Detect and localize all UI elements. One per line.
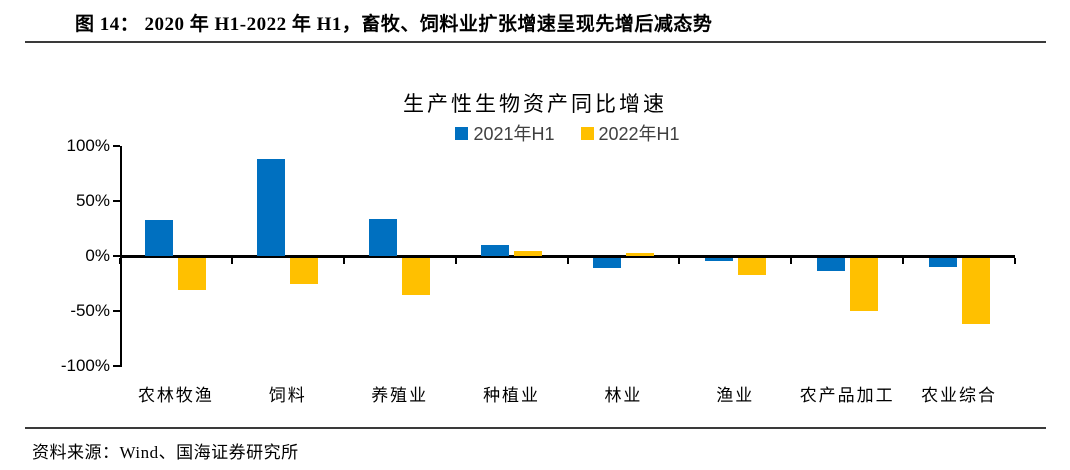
x-axis-category-label: 农林牧渔 [137, 386, 214, 405]
y-axis-tick [113, 365, 120, 367]
bar-2022年H1-农产品加工 [849, 258, 878, 311]
y-axis-label: 0% [85, 246, 110, 265]
x-axis-category-label: 种植业 [483, 386, 541, 405]
y-axis-tick [113, 145, 120, 147]
bar-2021年H1-养殖业 [369, 218, 398, 256]
figure-caption: 图 14： 2020 年 H1-2022 年 H1，畜牧、饲料业扩张增速呈现先增… [75, 14, 713, 35]
bar-2022年H1-种植业 [514, 250, 543, 256]
x-axis-tick [902, 258, 905, 264]
y-axis-tick [113, 200, 120, 202]
x-axis-category-label: 林业 [604, 386, 643, 405]
y-axis-label: -100% [60, 356, 110, 375]
bar-2022年H1-饲料 [290, 258, 319, 285]
bar-2022年H1-渔业 [737, 258, 766, 275]
caption-divider [25, 41, 1046, 43]
chart-legend: 2021年H1 2022年H1 [120, 120, 1015, 146]
y-axis-label: -50% [70, 301, 110, 320]
chart-title: 生产性生物资产同比增速 [403, 92, 667, 116]
x-axis-category-label: 农产品加工 [799, 386, 895, 405]
y-axis-tick [113, 310, 120, 312]
legend-label: 2022年H1 [598, 124, 680, 144]
x-axis-tick [790, 258, 793, 264]
bar-2021年H1-种植业 [481, 245, 510, 256]
bar-2021年H1-林业 [592, 258, 621, 268]
bar-2022年H1-农林牧渔 [178, 258, 207, 290]
bar-2021年H1-农业综合 [928, 258, 957, 267]
bar-2021年H1-农产品加工 [816, 258, 845, 272]
plot-area [113, 145, 1016, 367]
x-axis-line [120, 255, 1015, 258]
footer-divider [25, 427, 1046, 429]
legend-item-2021h1: 2021年H1 [455, 120, 555, 146]
bar-2022年H1-养殖业 [402, 258, 431, 296]
bar-2021年H1-渔业 [704, 258, 733, 262]
x-axis-category-label: 养殖业 [371, 386, 429, 405]
legend-item-2022h1: 2022年H1 [580, 120, 680, 146]
x-axis-tick [454, 258, 457, 264]
x-axis-tick [678, 258, 681, 264]
x-axis-category-label: 渔业 [716, 386, 755, 405]
x-axis-tick [566, 258, 569, 264]
x-axis-tick [342, 258, 345, 264]
bar-2022年H1-农业综合 [961, 258, 990, 324]
x-axis-tick [230, 258, 233, 264]
y-axis-label: 50% [75, 191, 110, 210]
legend-label: 2021年H1 [473, 124, 555, 144]
y-axis-tick [113, 255, 120, 257]
source-note: 资料来源：Wind、国海证券研究所 [32, 443, 299, 462]
x-axis-tick [1014, 258, 1016, 264]
legend-swatch-icon [580, 126, 594, 140]
y-axis-label: 100% [66, 136, 110, 155]
x-axis-category-label: 饲料 [268, 386, 307, 405]
bar-2022年H1-林业 [625, 252, 654, 256]
x-axis-tick [119, 258, 121, 264]
bar-2021年H1-农林牧渔 [145, 219, 174, 256]
x-axis-category-label: 农业综合 [921, 386, 998, 405]
bar-2021年H1-饲料 [257, 159, 286, 256]
legend-swatch-icon [455, 126, 469, 140]
